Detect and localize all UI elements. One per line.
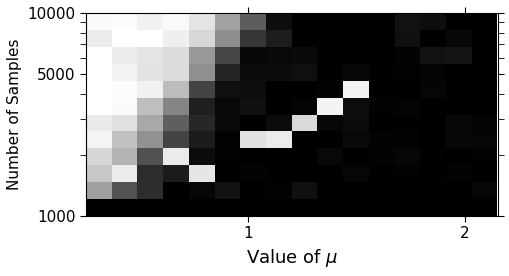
X-axis label: Value of $\mu$: Value of $\mu$ — [245, 247, 337, 269]
Y-axis label: Number of Samples: Number of Samples — [7, 39, 22, 190]
